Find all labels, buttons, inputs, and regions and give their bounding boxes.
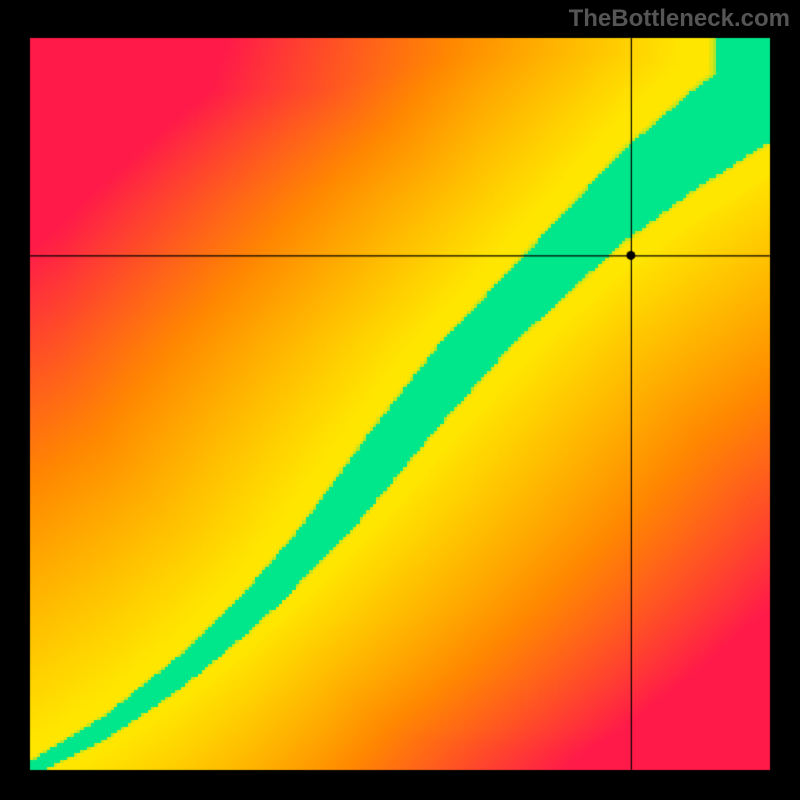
chart-container: { "watermark": { "text": "TheBottleneck.… (0, 0, 800, 800)
watermark-text: TheBottleneck.com (569, 5, 790, 33)
crosshair-overlay (0, 0, 800, 800)
